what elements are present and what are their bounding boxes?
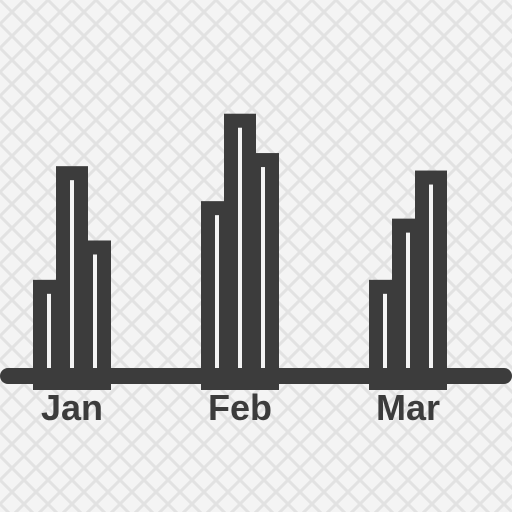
- x-tick-label-mar: Mar: [376, 387, 440, 428]
- bar-mar-2: [392, 218, 424, 390]
- bars-group: [33, 113, 447, 391]
- x-axis-ticks: Jan Feb Mar: [41, 387, 440, 428]
- x-tick-label-feb: Feb: [208, 387, 272, 428]
- bar-feb-2: [224, 113, 256, 390]
- x-tick-label-jan: Jan: [41, 387, 103, 428]
- bar-feb-1: [201, 201, 233, 390]
- bar-feb-3: [247, 153, 279, 390]
- bar-jan-2: [56, 166, 88, 390]
- bar-mar-3: [415, 170, 447, 390]
- bar-jan-3: [79, 240, 111, 390]
